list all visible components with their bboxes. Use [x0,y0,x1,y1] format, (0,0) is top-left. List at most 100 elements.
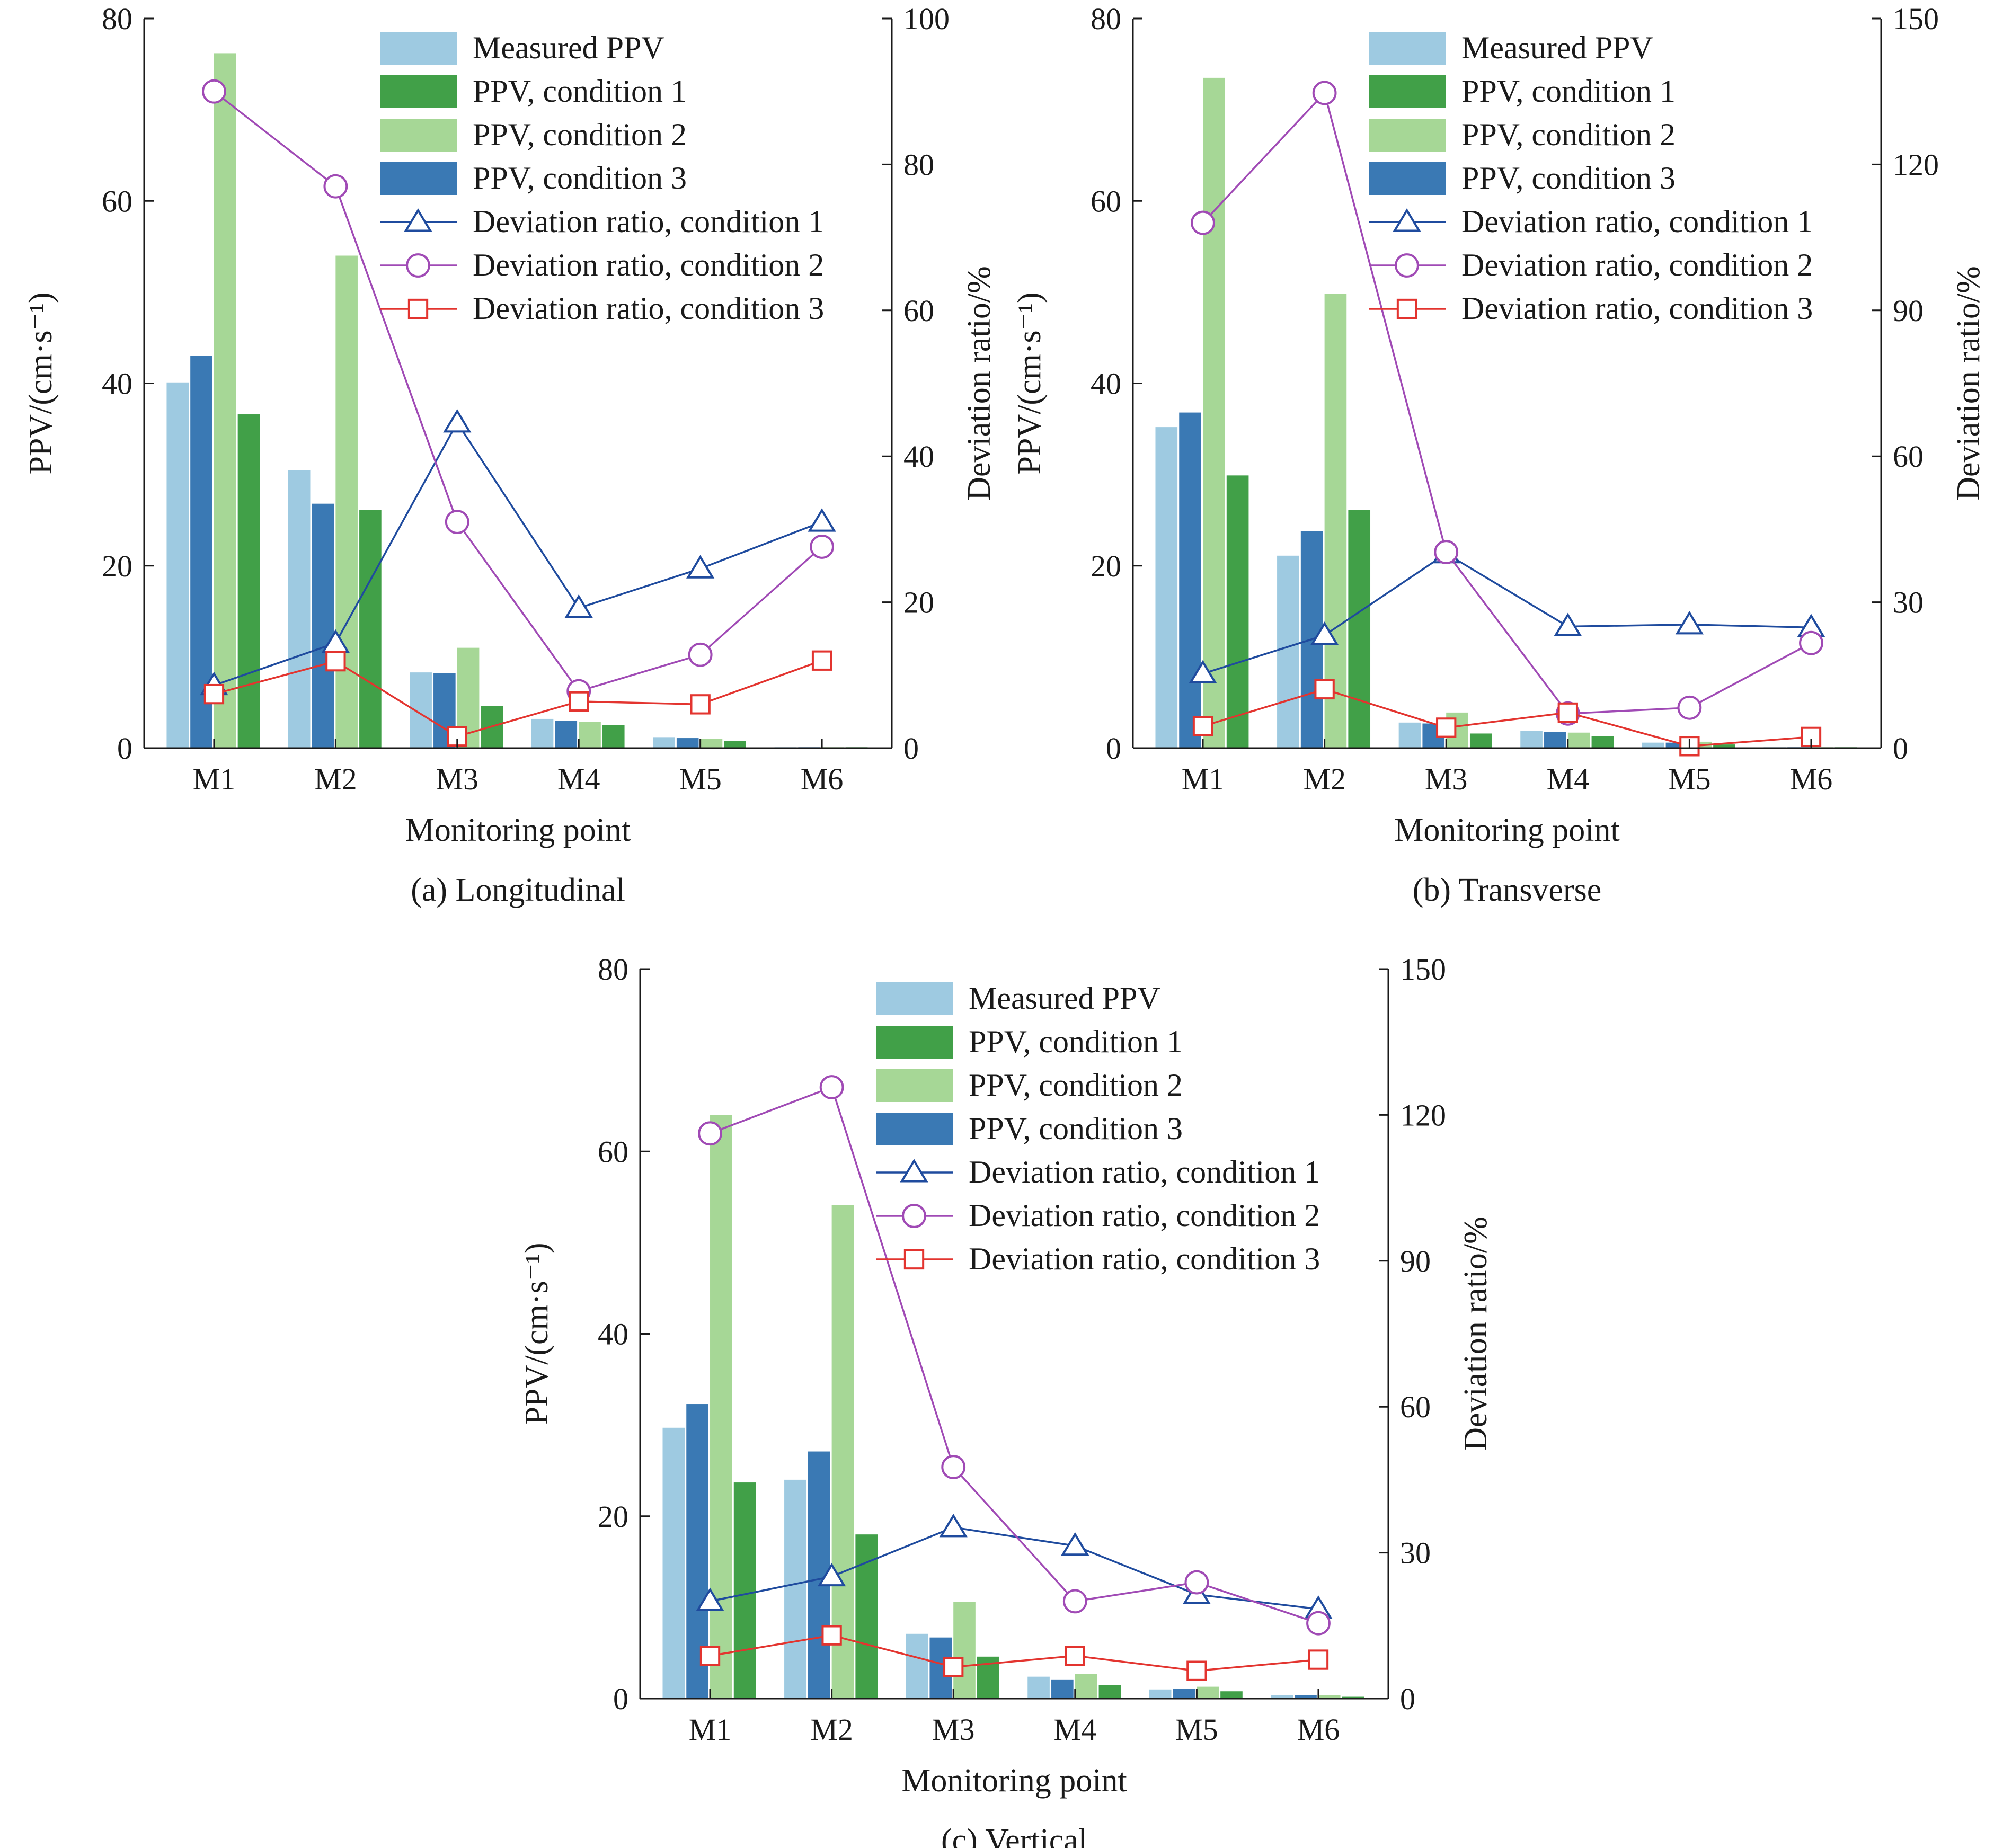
line-deviation-condition-3-marker [1314,679,1335,700]
line-deviation-condition-2-marker [819,1075,844,1099]
x-tick-label: M2 [1303,762,1346,796]
y-tick-label-right: 90 [1400,1244,1431,1278]
line-deviation-condition-3-marker [325,651,346,672]
y-tick-label-right: 150 [1400,952,1446,987]
bar-measured [1149,1689,1172,1699]
bar-condition-1 [733,1482,756,1699]
y-tick-label-right: 0 [1400,1682,1415,1716]
bar-condition-1 [1220,1691,1243,1699]
bar-measured [662,1427,685,1699]
legend-marker [900,1159,928,1183]
line-deviation-condition-1-marker [443,408,472,433]
bar-condition-2 [335,255,358,748]
bar-condition-2 [1324,294,1347,748]
y-tick-label-right: 90 [1893,294,1924,328]
bar-condition-2 [953,1602,976,1699]
legend-label: Deviation ratio, condition 3 [1461,291,1813,326]
bar-condition-1 [1348,510,1371,748]
x-tick-label: M2 [810,1712,853,1747]
bar-condition-3 [1665,742,1688,748]
line-deviation-condition-2-marker [1434,540,1459,564]
x-tick-label: M3 [932,1712,975,1747]
bar-condition-2 [214,53,236,749]
legend-marker [1396,298,1417,319]
panel-caption: (a) Longitudinal [411,872,625,908]
bar-measured [906,1633,928,1699]
bar-measured [1155,427,1178,748]
y-tick-label-left: 0 [117,731,132,766]
y-tick-label-right: 20 [903,585,934,620]
line-deviation-condition-1-marker [808,508,836,532]
legend-label: PPV, condition 1 [969,1024,1183,1059]
x-tick-label: M5 [679,762,722,796]
bar-measured [531,718,554,748]
bar-measured [1027,1676,1050,1699]
y-tick-label-right: 80 [903,147,934,182]
y-tick-label-right: 0 [1893,731,1908,766]
y-axis-label-left: PPV/(cm·s⁻¹) [23,292,59,474]
bar-measured [653,737,675,748]
legend-marker [902,1204,926,1228]
y-axis-label-right: Deviation ratio/% [1458,1216,1494,1451]
legend-swatch [380,162,457,195]
y-tick-label-left: 40 [598,1317,628,1352]
bar-condition-1 [1226,475,1249,748]
legend-label: Deviation ratio, condition 2 [473,247,824,282]
x-tick-label: M1 [689,1712,732,1747]
legend-marker [404,208,432,232]
line-deviation-condition-3 [710,1634,1319,1672]
bar-condition-2 [579,722,601,748]
legend-swatch [1369,32,1446,65]
bar-condition-1 [602,725,625,748]
bar-condition-1 [1098,1685,1121,1699]
line-deviation-condition-3-marker [943,1657,964,1677]
bar-condition-2 [831,1205,854,1699]
line-deviation-condition-2 [213,91,823,692]
y-axis-label-left: PPV/(cm·s⁻¹) [1012,292,1048,474]
legend-swatch [876,1069,953,1102]
legend-label: Deviation ratio, condition 2 [969,1198,1320,1233]
line-deviation-condition-2-marker [941,1455,966,1479]
line-deviation-condition-2-marker [1312,81,1337,105]
line-deviation-condition-2-marker [323,174,348,199]
x-tick-label: M6 [1790,762,1833,796]
legend-label: PPV, condition 2 [473,117,687,152]
line-deviation-condition-3-marker [1557,702,1578,723]
y-axis-label-right: Deviation ratio/% [1951,266,1987,500]
bar-condition-3 [1051,1679,1074,1699]
x-tick-label: M4 [557,762,600,796]
line-deviation-condition-1-marker [1061,1532,1089,1556]
y-tick-label-right: 120 [1893,147,1939,182]
x-tick-label: M5 [1175,1712,1218,1747]
panel-a-longitudinal: 0 20 40 60 80 0 20 40 60 80 100 M1 M2 M3 M4 M5 M6 Measur… [23,2,997,908]
legend-label: Measured PPV [473,30,664,65]
legend-label: PPV, condition 2 [969,1068,1183,1103]
y-tick-label-left: 60 [102,184,132,218]
line-deviation-condition-3 [214,660,822,738]
line-deviation-condition-3-marker [1308,1649,1329,1670]
bar-condition-3 [1295,1695,1317,1699]
legend-label: Deviation ratio, condition 3 [969,1241,1320,1276]
y-tick-label-right: 60 [903,294,934,328]
legend-marker [1393,208,1421,232]
legend-label: Deviation ratio, condition 1 [473,204,824,239]
line-deviation-condition-2-marker [1191,210,1215,235]
y-tick-label-left: 80 [598,952,628,987]
line-deviation-condition-2-marker [202,79,226,104]
bar-condition-1 [1591,736,1614,748]
y-tick-label-left: 40 [102,367,132,401]
line-deviation-condition-3-marker [569,691,589,712]
panel-c-vertical: 0 20 40 60 80 0 30 60 90 120 150 M1 M2 M3 M4 M5 M6 Measu… [519,952,1494,1848]
line-deviation-condition-3-marker [1192,716,1213,736]
y-axis-label-right: Deviation ratio/% [961,266,997,500]
legend-swatch [380,119,457,152]
line-deviation-condition-2-marker [810,535,834,559]
line-deviation-condition-1 [1202,552,1812,675]
line-deviation-condition-1-marker [1310,621,1339,645]
line-deviation-condition-2-marker [1306,1611,1331,1636]
line-deviation-condition-2-marker [1799,630,1823,655]
line-deviation-condition-2-marker [1677,695,1702,720]
bar-condition-3 [555,721,578,748]
